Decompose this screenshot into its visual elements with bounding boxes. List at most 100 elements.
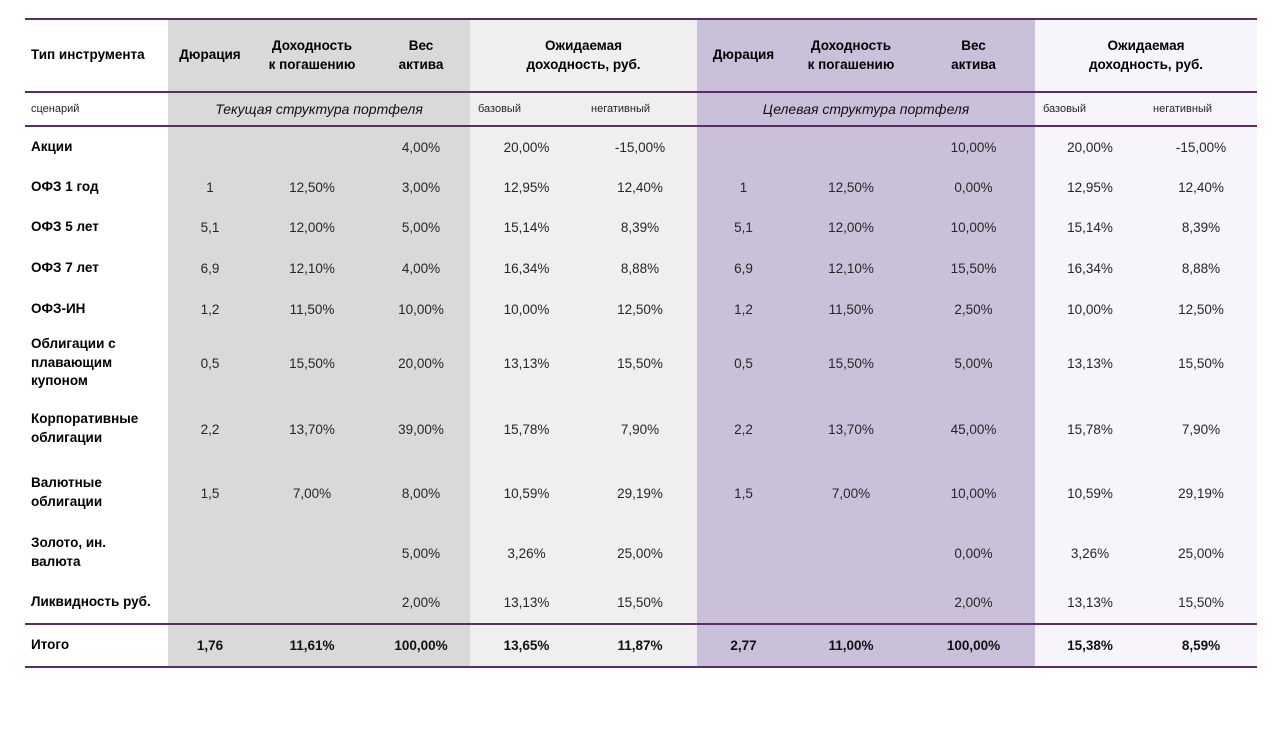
row-label: Акции bbox=[31, 138, 73, 154]
cell-current-weight: 8,00% bbox=[372, 461, 470, 525]
cell-target-weight: 0,00% bbox=[912, 525, 1035, 581]
current-negative-scenario-label: негативный bbox=[583, 93, 697, 125]
row-label: ОФЗ-ИН bbox=[31, 300, 86, 316]
row-label: Облигации с плавающим купоном bbox=[31, 335, 116, 389]
cell-target-weight: 45,00% bbox=[912, 397, 1035, 461]
cell-target-ytm: 12,50% bbox=[790, 167, 912, 207]
total-current-weight: 100,00% bbox=[372, 625, 470, 666]
cell-target-weight: 2,00% bbox=[912, 581, 1035, 623]
cell-target-negative: 15,50% bbox=[1145, 581, 1257, 623]
cell-target-ytm: 7,00% bbox=[790, 461, 912, 525]
cell-current-base: 12,95% bbox=[470, 167, 583, 207]
cell-current-base: 16,34% bbox=[470, 248, 583, 289]
cell-current-negative: 12,40% bbox=[583, 167, 697, 207]
cell-current-negative: 8,39% bbox=[583, 207, 697, 248]
cell-target-duration: 1,2 bbox=[697, 289, 790, 329]
cell-target-ytm: 11,50% bbox=[790, 289, 912, 329]
total-target-duration: 2,77 bbox=[697, 625, 790, 666]
cell-current-weight: 5,00% bbox=[372, 207, 470, 248]
cell-current-duration bbox=[168, 581, 252, 623]
cell-current-duration: 2,2 bbox=[168, 397, 252, 461]
cell-target-ytm: 12,00% bbox=[790, 207, 912, 248]
cell-target-weight: 0,00% bbox=[912, 167, 1035, 207]
row-label: Валютные облигации bbox=[31, 475, 103, 509]
cell-current-weight: 20,00% bbox=[372, 329, 470, 397]
cell-current-ytm: 7,00% bbox=[252, 461, 372, 525]
cell-current-weight: 4,00% bbox=[372, 248, 470, 289]
cell-target-base: 20,00% bbox=[1035, 127, 1145, 167]
cell-target-base: 13,13% bbox=[1035, 329, 1145, 397]
cell-current-base: 3,26% bbox=[470, 525, 583, 581]
cell-target-duration: 2,2 bbox=[697, 397, 790, 461]
cell-current-negative: 29,19% bbox=[583, 461, 697, 525]
row-label: ОФЗ 1 год bbox=[31, 178, 99, 194]
cell-current-duration: 6,9 bbox=[168, 248, 252, 289]
cell-current-weight: 3,00% bbox=[372, 167, 470, 207]
table-row: ОФЗ-ИН 1,2 11,50% 10,00% 10,00% 12,50% 1… bbox=[25, 289, 1257, 329]
table-row: Облигации с плавающим купоном 0,5 15,50%… bbox=[25, 329, 1257, 397]
cell-current-negative: 25,00% bbox=[583, 525, 697, 581]
cell-target-base: 3,26% bbox=[1035, 525, 1145, 581]
cell-current-negative: -15,00% bbox=[583, 127, 697, 167]
cell-target-negative: 25,00% bbox=[1145, 525, 1257, 581]
cell-current-base: 10,00% bbox=[470, 289, 583, 329]
cell-current-duration: 1,5 bbox=[168, 461, 252, 525]
target-structure-title: Целевая структура портфеля bbox=[697, 93, 1035, 125]
table-row: Золото, ин. валюта 5,00% 3,26% 25,00% 0,… bbox=[25, 525, 1257, 581]
total-current-duration: 1,76 bbox=[168, 625, 252, 666]
cell-current-ytm: 11,50% bbox=[252, 289, 372, 329]
cell-target-negative: 8,39% bbox=[1145, 207, 1257, 248]
cell-target-negative: 7,90% bbox=[1145, 397, 1257, 461]
header-target-ytm: Доходность к погашению bbox=[790, 20, 912, 91]
cell-current-weight: 39,00% bbox=[372, 397, 470, 461]
target-base-scenario-label: базовый bbox=[1035, 93, 1145, 125]
table-row: ОФЗ 7 лет 6,9 12,10% 4,00% 16,34% 8,88% … bbox=[25, 248, 1257, 289]
total-target-base: 15,38% bbox=[1035, 625, 1145, 666]
cell-current-ytm: 15,50% bbox=[252, 329, 372, 397]
cell-current-duration: 5,1 bbox=[168, 207, 252, 248]
cell-current-base: 13,13% bbox=[470, 329, 583, 397]
cell-target-base: 15,14% bbox=[1035, 207, 1145, 248]
cell-current-negative: 12,50% bbox=[583, 289, 697, 329]
cell-current-base: 20,00% bbox=[470, 127, 583, 167]
cell-current-weight: 2,00% bbox=[372, 581, 470, 623]
cell-target-weight: 5,00% bbox=[912, 329, 1035, 397]
total-target-negative: 8,59% bbox=[1145, 625, 1257, 666]
cell-target-ytm: 12,10% bbox=[790, 248, 912, 289]
cell-target-base: 10,00% bbox=[1035, 289, 1145, 329]
cell-target-base: 15,78% bbox=[1035, 397, 1145, 461]
cell-target-duration bbox=[697, 525, 790, 581]
cell-target-negative: 29,19% bbox=[1145, 461, 1257, 525]
cell-target-base: 12,95% bbox=[1035, 167, 1145, 207]
cell-target-negative: 12,50% bbox=[1145, 289, 1257, 329]
cell-current-base: 15,14% bbox=[470, 207, 583, 248]
cell-target-duration: 1,5 bbox=[697, 461, 790, 525]
cell-current-negative: 7,90% bbox=[583, 397, 697, 461]
cell-target-base: 13,13% bbox=[1035, 581, 1145, 623]
cell-current-base: 13,13% bbox=[470, 581, 583, 623]
cell-current-ytm: 12,10% bbox=[252, 248, 372, 289]
total-current-ytm: 11,61% bbox=[252, 625, 372, 666]
scenario-label: сценарий bbox=[31, 103, 80, 115]
table-row: Ликвидность руб. 2,00% 13,13% 15,50% 2,0… bbox=[25, 581, 1257, 623]
cell-target-weight: 2,50% bbox=[912, 289, 1035, 329]
table-body: Акции 4,00% 20,00% -15,00% 10,00% 20,00%… bbox=[25, 127, 1257, 623]
header-target-duration: Дюрация bbox=[697, 20, 790, 91]
header-current-expected-return: Ожидаемая доходность, руб. bbox=[470, 20, 697, 91]
cell-current-ytm bbox=[252, 525, 372, 581]
cell-target-weight: 10,00% bbox=[912, 461, 1035, 525]
cell-current-base: 10,59% bbox=[470, 461, 583, 525]
table-row: Акции 4,00% 20,00% -15,00% 10,00% 20,00%… bbox=[25, 127, 1257, 167]
cell-current-duration: 0,5 bbox=[168, 329, 252, 397]
cell-current-ytm: 12,50% bbox=[252, 167, 372, 207]
row-label: ОФЗ 5 лет bbox=[31, 219, 99, 235]
header-row: Тип инструмента Дюрация Доходность к пог… bbox=[25, 18, 1257, 93]
cell-current-negative: 15,50% bbox=[583, 329, 697, 397]
cell-target-duration: 1 bbox=[697, 167, 790, 207]
cell-target-negative: 8,88% bbox=[1145, 248, 1257, 289]
cell-target-base: 16,34% bbox=[1035, 248, 1145, 289]
cell-current-negative: 15,50% bbox=[583, 581, 697, 623]
cell-target-negative: 12,40% bbox=[1145, 167, 1257, 207]
cell-target-weight: 10,00% bbox=[912, 127, 1035, 167]
cell-target-ytm: 15,50% bbox=[790, 329, 912, 397]
